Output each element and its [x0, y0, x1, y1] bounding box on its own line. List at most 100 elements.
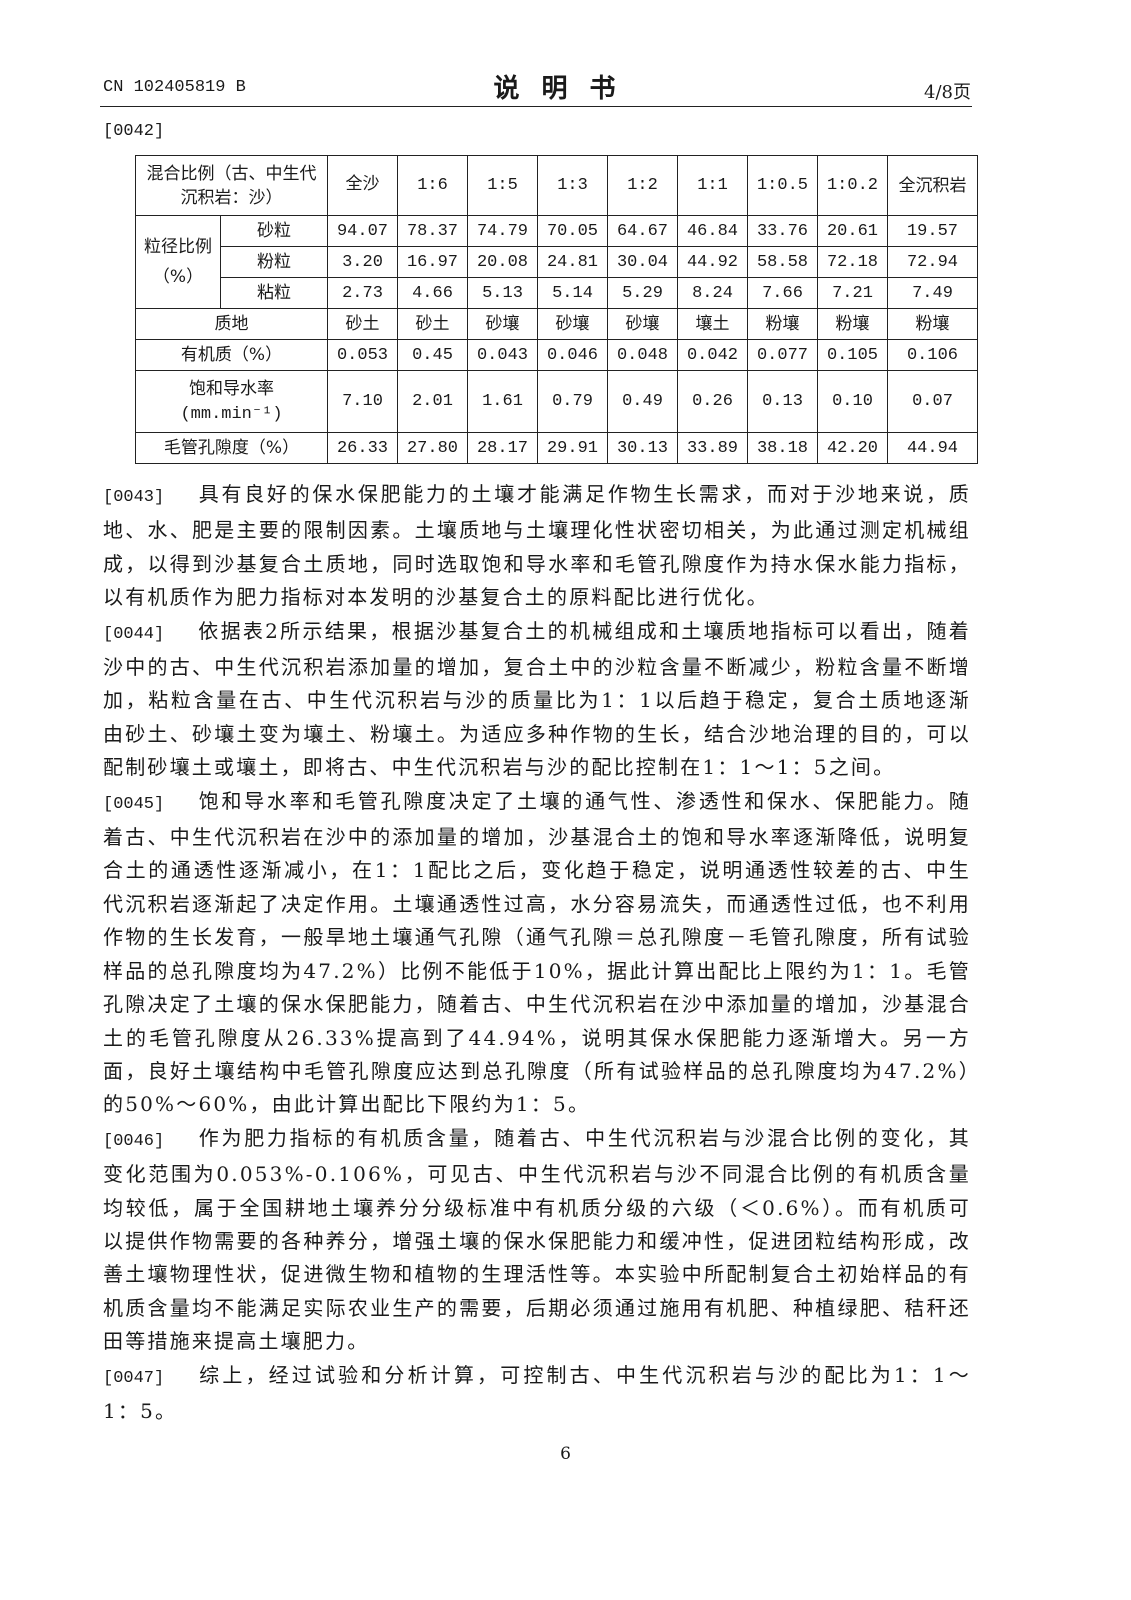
column-header: 1:1: [677, 155, 748, 216]
table-cell: 28.17: [467, 432, 538, 464]
table-cell: 30.13: [607, 432, 678, 464]
table-cell: 44.94: [887, 432, 978, 464]
table-cell: 0.45: [397, 339, 468, 371]
row-label: 砂粒: [220, 215, 328, 247]
table-cell: 33.76: [747, 215, 818, 247]
table-cell: 0.79: [537, 370, 608, 433]
paragraph-number: [0045]: [103, 794, 165, 814]
table-cell: 7.66: [747, 277, 818, 309]
table-cell: 0.105: [817, 339, 888, 371]
texture-cell: 粉壤: [747, 308, 818, 340]
page-number: 6: [560, 1444, 571, 1464]
column-header: 1:5: [467, 155, 538, 216]
table-cell: 8.24: [677, 277, 748, 309]
texture-cell: 砂壤: [467, 308, 538, 340]
row-label: 质地: [135, 308, 328, 340]
row-label-unit: (mm.min⁻¹): [180, 404, 283, 424]
table-cell: 26.33: [327, 432, 398, 464]
table-cell: 0.10: [817, 370, 888, 433]
row-label-text: 饱和导水率: [189, 378, 274, 399]
table-cell: 0.043: [467, 339, 538, 371]
table-cell: 27.80: [397, 432, 468, 464]
paragraph: [0043] 具有良好的保水保肥能力的土壤才能满足作物生长需求，而对于沙地来说，质…: [103, 478, 971, 615]
table-cell: 72.94: [887, 246, 978, 278]
row-label-text: 有机质（%）: [180, 345, 283, 365]
column-header: 1:6: [397, 155, 468, 216]
row-label-text: 毛管孔隙度（%）: [163, 438, 300, 458]
table-paragraph-tag: [0042]: [103, 122, 165, 141]
column-header: 全沉积岩: [887, 155, 978, 216]
table-cell: 7.21: [817, 277, 888, 309]
texture-cell: 砂壤: [537, 308, 608, 340]
table-row: 有机质（%） 0.053 0.45 0.043 0.046 0.048 0.042 0.077…: [135, 339, 978, 371]
table-cell: 44.92: [677, 246, 748, 278]
table-cell: 0.106: [887, 339, 978, 371]
table-cell: 0.13: [747, 370, 818, 433]
texture-cell: 粉壤: [817, 308, 888, 340]
paragraph-number: [0043]: [103, 488, 165, 507]
table-cell: 64.67: [607, 215, 678, 247]
paragraph-text: 作为肥力指标的有机质含量，随着古、中生代沉积岩与沙混合比例的变化，其变化范围为0…: [103, 1125, 971, 1354]
texture-cell: 砂土: [397, 308, 468, 340]
table-cell: 72.18: [817, 246, 888, 278]
row-label: 粉粒: [220, 246, 328, 278]
table-cell: 0.077: [747, 339, 818, 371]
table-cell: 0.07: [887, 370, 978, 433]
table-cell: 0.49: [607, 370, 678, 433]
table-cell: 24.81: [537, 246, 608, 278]
column-header: 1:2: [607, 155, 678, 216]
paragraph-text: 具有良好的保水保肥能力的土壤才能满足作物生长需求，而对于沙地来说，质地、水、肥是…: [103, 482, 971, 610]
row-group-label-particle-size: 粒径比例（%）: [135, 215, 221, 309]
header-divider: [100, 106, 972, 107]
table-cell: 0.26: [677, 370, 748, 433]
table-cell: 5.13: [467, 277, 538, 309]
column-header: 1:3: [537, 155, 608, 216]
table-row: 粒径比例（%） 砂粒 94.07 78.37 74.79 70.05 64.67 46.84 3…: [135, 215, 978, 309]
table-cell: 0.046: [537, 339, 608, 371]
table-cell: 58.58: [747, 246, 818, 278]
table-cell: 29.91: [537, 432, 608, 464]
column-header: 全沙: [327, 155, 398, 216]
table-cell: 42.20: [817, 432, 888, 464]
paragraph-number: [0044]: [103, 624, 165, 644]
texture-cell: 砂壤: [607, 308, 678, 340]
table-cell: 5.14: [537, 277, 608, 309]
paragraph-text: 综上，经过试验和分析计算，可控制古、中生代沉积岩与沙的配比为1：1～1：5。: [103, 1362, 971, 1423]
row-label: 粘粒: [220, 277, 328, 309]
table-cell: 78.37: [397, 215, 468, 247]
table-header-row: 混合比例（古、中生代沉积岩：沙） 全沙 1:6 1:5 1:3 1:2 1:1 1:0.5 1:…: [135, 155, 978, 216]
table-cell: 16.97: [397, 246, 468, 278]
column-header: 1:0.5: [747, 155, 818, 216]
table-cell: 70.05: [537, 215, 608, 247]
row-label: 毛管孔隙度（%）: [135, 432, 328, 464]
paragraph: [0044] 依据表2所示结果，根据沙基复合土的机械组成和土壤质地指标可以看出，随…: [103, 615, 971, 785]
paragraph: [0047] 综上，经过试验和分析计算，可控制古、中生代沉积岩与沙的配比为1：1～…: [103, 1359, 971, 1429]
texture-cell: 砂土: [327, 308, 398, 340]
table-row: 粉粒 3.20 16.97 20.08 24.81 30.04 44.92 58.58 72.1…: [136, 246, 978, 278]
table-cell: 0.048: [607, 339, 678, 371]
table-cell: 2.73: [327, 277, 398, 309]
table-cell: 38.18: [747, 432, 818, 464]
table-cell: 1.61: [467, 370, 538, 433]
paragraph-number: [0046]: [103, 1131, 165, 1151]
table-cell: 2.01: [397, 370, 468, 433]
table-cell: 94.07: [327, 215, 398, 247]
table-cell: 4.66: [397, 277, 468, 309]
table-cell: 20.08: [467, 246, 538, 278]
table-cell: 74.79: [467, 215, 538, 247]
table-row: 粘粒 2.73 4.66 5.13 5.14 5.29 8.24 7.66 7.21 7.49: [136, 277, 978, 309]
table-row: 质地 砂土 砂土 砂壤 砂壤 砂壤 壤土 粉壤 粉壤 粉壤: [135, 308, 978, 340]
table-cell: 7.49: [887, 277, 978, 309]
table-cell: 5.29: [607, 277, 678, 309]
paragraph-text: 饱和导水率和毛管孔隙度决定了土壤的通气性、渗透性和保水、保肥能力。随着古、中生代…: [103, 788, 971, 1117]
paragraph-text: 依据表2所示结果，根据沙基复合土的机械组成和土壤质地指标可以看出，随着沙中的古、…: [103, 618, 971, 780]
soil-properties-table: 混合比例（古、中生代沉积岩：沙） 全沙 1:6 1:5 1:3 1:2 1:1 1:0.5 1:…: [135, 155, 978, 464]
paragraph: [0046] 作为肥力指标的有机质含量，随着古、中生代沉积岩与沙混合比例的变化，其…: [103, 1122, 971, 1359]
page-count: 4/8页: [924, 82, 971, 103]
paragraph-number: [0047]: [103, 1368, 165, 1388]
table-cell: 46.84: [677, 215, 748, 247]
row-label: 有机质（%）: [135, 339, 328, 371]
table-cell: 19.57: [887, 215, 978, 247]
document-body: [0043] 具有良好的保水保肥能力的土壤才能满足作物生长需求，而对于沙地来说，质…: [103, 478, 971, 1428]
row-label: 饱和导水率 (mm.min⁻¹): [135, 370, 328, 433]
